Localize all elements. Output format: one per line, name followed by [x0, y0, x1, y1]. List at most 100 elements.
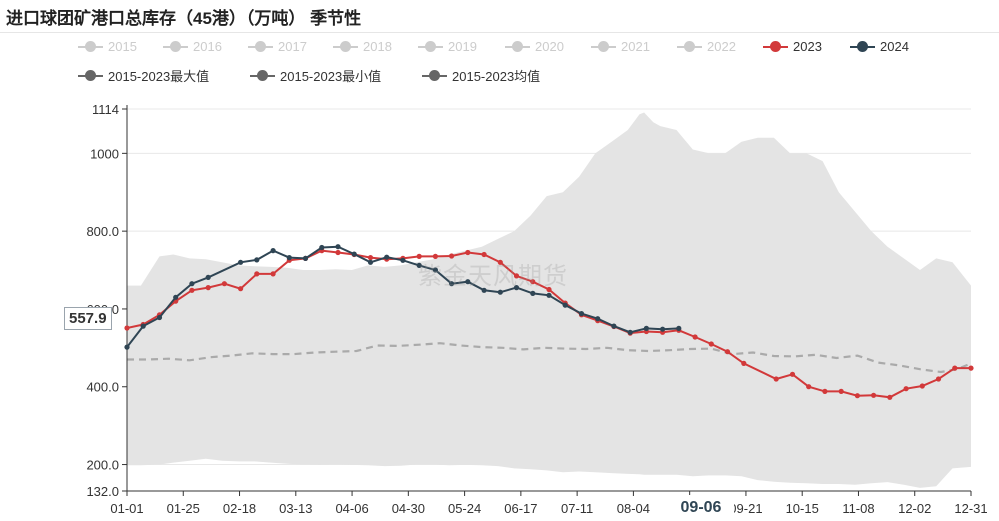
x-tick-label: 01-25	[167, 501, 200, 516]
data-point-2023	[449, 253, 455, 259]
y-tick-label: 800.0	[86, 224, 119, 239]
legend-label: 2020	[535, 39, 564, 54]
data-point-2023	[416, 253, 422, 259]
data-point-2023	[270, 271, 276, 277]
data-point-2024	[416, 262, 422, 268]
x-tick-label: 02-18	[223, 501, 256, 516]
chart-title: 进口球团矿港口总库存（45港）（万吨） 季节性	[6, 9, 362, 28]
legend-swatch-icon	[677, 40, 702, 54]
legend-item[interactable]: 2022	[677, 39, 736, 54]
data-point-2024	[140, 323, 146, 329]
data-point-2023	[806, 384, 812, 390]
data-point-2024	[546, 292, 552, 298]
data-point-2023	[838, 388, 844, 394]
watermark: 紫金天风期货	[418, 263, 568, 290]
data-point-2024	[124, 344, 130, 350]
legend-swatch-icon	[418, 40, 443, 54]
data-point-2023	[367, 255, 374, 261]
data-point-2024	[497, 289, 503, 295]
x-tick-label: 08-04	[617, 501, 650, 516]
data-point-2023	[854, 393, 861, 399]
legend-label: 2024	[880, 39, 909, 54]
legend-swatch-icon	[505, 40, 530, 54]
data-point-2023	[254, 271, 260, 277]
data-point-2023	[546, 286, 552, 293]
data-point-2023	[481, 251, 487, 258]
data-point-2023	[497, 259, 503, 265]
data-point-2023	[189, 287, 195, 293]
legend-item[interactable]: 2017	[248, 39, 307, 54]
y-tick-label: 1000	[90, 146, 119, 161]
data-point-2024	[595, 316, 601, 322]
legend-item[interactable]: 2019	[418, 39, 477, 54]
data-point-2024	[578, 311, 585, 317]
legend-swatch-icon	[850, 40, 875, 54]
legend-swatch-icon	[422, 69, 447, 83]
legend-label: 2023	[793, 39, 822, 54]
data-point-2023	[952, 365, 958, 371]
legend-label: 2015-2023最大值	[108, 69, 210, 84]
legend-item[interactable]: 2024	[850, 39, 909, 54]
legend-label: 2015	[108, 39, 137, 54]
x-axis-pointer-label: 09-06	[668, 495, 734, 521]
chart-legend: 2015 2016 2017 2018 2019 2020 2021 2022 2023 2024…	[0, 0, 999, 95]
x-tick-label: 04-30	[392, 501, 425, 516]
data-point-2023	[530, 279, 536, 285]
data-point-2024	[660, 326, 666, 332]
legend-item[interactable]: 2023	[763, 39, 822, 54]
legend-item[interactable]: 2018	[333, 39, 392, 54]
legend-label: 2018	[363, 39, 392, 54]
x-tick-label: 07-11	[561, 501, 593, 516]
data-point-2024	[319, 244, 325, 251]
data-point-2024	[513, 285, 520, 291]
data-point-2024	[627, 329, 633, 335]
legend-swatch-icon	[163, 40, 188, 54]
data-point-2023	[465, 249, 471, 256]
data-point-2024	[367, 259, 374, 265]
legend-swatch-icon	[78, 69, 103, 83]
data-point-2023	[789, 371, 796, 377]
legend-item[interactable]: 2016	[163, 39, 222, 54]
data-point-2024	[173, 294, 179, 300]
x-tick-label: 03-13	[279, 501, 312, 516]
y-tick-label: 200.0	[86, 458, 119, 473]
data-point-2024	[189, 281, 195, 287]
data-point-2024	[676, 325, 682, 331]
legend-item[interactable]: 2021	[591, 39, 650, 54]
data-point-2024	[205, 274, 211, 280]
data-point-2024	[481, 287, 487, 293]
data-point-2023	[903, 386, 909, 392]
legend-swatch-icon	[248, 40, 273, 54]
x-tick-label: 11-08	[842, 501, 874, 516]
data-point-2024	[270, 248, 276, 254]
legend-swatch-icon	[250, 69, 275, 83]
legend-label: 2016	[193, 39, 222, 54]
data-point-2023	[871, 392, 877, 398]
data-point-2023	[238, 286, 244, 292]
data-point-2023	[221, 281, 227, 287]
legend-item[interactable]: 2020	[505, 39, 564, 54]
data-point-2023	[692, 334, 698, 340]
data-point-2024	[156, 314, 163, 321]
data-point-2023	[741, 360, 747, 366]
legend-item[interactable]: 2015-2023最小值	[250, 66, 381, 85]
legend-item[interactable]: 2015-2023均值	[422, 66, 540, 85]
legend-item[interactable]: 2015-2023最大值	[78, 66, 209, 85]
data-point-2024	[449, 281, 455, 287]
data-point-2024	[611, 323, 617, 329]
data-point-2023	[773, 376, 779, 382]
series-line-2024	[126, 245, 679, 348]
data-point-2023	[513, 273, 520, 279]
data-point-2023	[887, 394, 893, 400]
data-point-2024	[238, 259, 244, 265]
data-point-2023	[935, 376, 942, 382]
legend-label: 2017	[278, 39, 307, 54]
data-point-2023	[919, 383, 925, 389]
data-point-2024	[643, 325, 650, 331]
y-axis-pointer-label: 557.9	[64, 307, 112, 330]
legend-item[interactable]: 2015	[78, 39, 137, 54]
data-point-2024	[335, 244, 341, 250]
legend-label: 2021	[621, 39, 650, 54]
legend-label: 2015-2023均值	[452, 69, 541, 84]
